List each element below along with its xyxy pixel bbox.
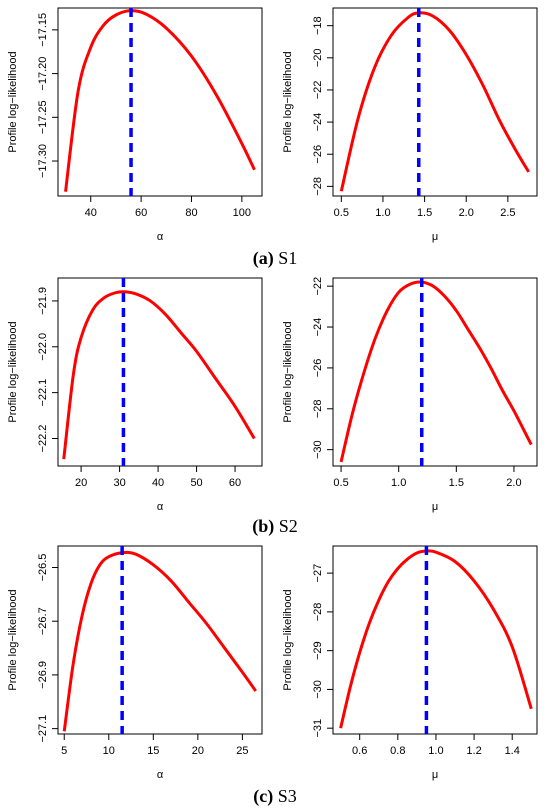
chart-s2-alpha: 20 30 40 50 60 −21.9 −22.0 −22.1 −22.2 α Profile l… bbox=[7, 277, 263, 513]
y-tick-label: −27 bbox=[312, 564, 324, 583]
x-tick-label: 20 bbox=[192, 745, 204, 757]
y-tick-label: −26 bbox=[312, 145, 324, 164]
plot-frame bbox=[57, 545, 263, 735]
caption-c: (c) S3 bbox=[0, 786, 550, 807]
y-tick-label: −20 bbox=[312, 48, 324, 67]
x-tick-label: 2.0 bbox=[459, 207, 474, 219]
y-tick-label: −30 bbox=[312, 680, 324, 699]
x-tick-label: 50 bbox=[190, 477, 202, 489]
y-tick-label: −17.25 bbox=[37, 100, 49, 134]
x-tick-label: 1.4 bbox=[505, 745, 520, 757]
x-tick-label: 2.0 bbox=[506, 477, 521, 489]
y-axis-label: Profile log−likelihood bbox=[282, 51, 294, 152]
y-axis-label: Profile log−likelihood bbox=[7, 589, 19, 690]
y-tick-label: −26.7 bbox=[37, 607, 49, 635]
y-tick-label: −22 bbox=[312, 81, 324, 100]
caption-a-text: S1 bbox=[273, 248, 298, 268]
y-axis-label: Profile log−likelihood bbox=[282, 321, 294, 422]
x-tick-label: 30 bbox=[113, 477, 125, 489]
y-axis-label: Profile log−likelihood bbox=[7, 321, 19, 422]
x-tick-label: 0.5 bbox=[334, 207, 349, 219]
caption-c-label: (c) bbox=[253, 786, 274, 806]
x-tick-label: 60 bbox=[229, 477, 241, 489]
y-tick-label: −28 bbox=[312, 399, 324, 418]
y-tick-label: −22.0 bbox=[37, 333, 49, 361]
x-tick-label: 60 bbox=[135, 207, 147, 219]
y-tick-label: −22 bbox=[312, 277, 324, 296]
x-tick-label: 0.5 bbox=[333, 477, 348, 489]
x-tick-label: 40 bbox=[152, 477, 164, 489]
plot-frame bbox=[57, 277, 263, 467]
y-tick-label: −29 bbox=[312, 641, 324, 660]
y-tick-label: −24 bbox=[312, 318, 324, 337]
x-tick-label: 0.6 bbox=[352, 745, 367, 757]
y-tick-label: −22.1 bbox=[37, 379, 49, 407]
x-tick-label: 1.0 bbox=[428, 745, 443, 757]
x-axis-label: α bbox=[157, 501, 164, 513]
x-tick-label: 15 bbox=[147, 745, 159, 757]
y-tick-label: −26.5 bbox=[37, 554, 49, 582]
caption-c-text: S3 bbox=[273, 786, 297, 806]
y-tick-label: −22.2 bbox=[37, 425, 49, 453]
x-axis-label: α bbox=[157, 769, 164, 781]
caption-b-label: (b) bbox=[252, 516, 275, 536]
x-tick-label: 2.5 bbox=[500, 207, 515, 219]
plot-frame bbox=[57, 7, 263, 197]
chart-s3-alpha: 5 10 15 20 25 −26.5 −26.7 −26.9 −27.1 α Profile lo… bbox=[7, 545, 263, 781]
x-axis-label: μ bbox=[432, 501, 438, 513]
chart-s3-mu: 0.6 0.8 1.0 1.2 1.4 −27 −28 −29 −30 −31 μ Profile l… bbox=[282, 545, 538, 781]
x-axis-label: μ bbox=[432, 769, 438, 781]
y-tick-label: −26 bbox=[312, 359, 324, 378]
x-tick-label: 25 bbox=[236, 745, 248, 757]
y-tick-label: −21.9 bbox=[37, 287, 49, 315]
y-tick-label: −17.30 bbox=[37, 144, 49, 178]
x-tick-label: 80 bbox=[185, 207, 197, 219]
caption-a-label: (a) bbox=[252, 248, 274, 268]
y-tick-label: −28 bbox=[312, 177, 324, 196]
y-tick-label: −31 bbox=[312, 719, 324, 738]
likelihood-curve bbox=[339, 280, 533, 463]
x-tick-label: 20 bbox=[75, 477, 87, 489]
y-tick-label: −27.1 bbox=[37, 715, 49, 743]
x-tick-label: 1.0 bbox=[375, 207, 390, 219]
y-tick-label: −17.20 bbox=[37, 57, 49, 91]
x-axis-label: α bbox=[157, 231, 164, 243]
plot-frame bbox=[332, 545, 538, 735]
likelihood-curve bbox=[62, 290, 256, 460]
likelihood-curve bbox=[62, 550, 257, 732]
x-tick-label: 1.0 bbox=[391, 477, 406, 489]
y-tick-label: −26.9 bbox=[37, 661, 49, 689]
x-tick-label: 0.8 bbox=[390, 745, 405, 757]
caption-b: (b) S2 bbox=[0, 516, 550, 537]
likelihood-curve bbox=[339, 549, 533, 729]
x-tick-label: 40 bbox=[85, 207, 97, 219]
x-tick-label: 100 bbox=[233, 207, 251, 219]
plot-frame bbox=[332, 277, 538, 467]
y-tick-label: −18 bbox=[312, 16, 324, 35]
x-tick-label: 1.2 bbox=[466, 745, 481, 757]
chart-s1-mu: 0.5 1.0 1.5 2.0 2.5 −18 −20 −22 −24 −26 −28 μ Profil… bbox=[282, 7, 538, 243]
y-axis-label: Profile log−likelihood bbox=[7, 51, 19, 152]
x-tick-label: 1.5 bbox=[449, 477, 464, 489]
x-tick-label: 10 bbox=[103, 745, 115, 757]
likelihood-curve bbox=[64, 9, 256, 192]
y-tick-label: −30 bbox=[312, 440, 324, 459]
caption-a: (a) S1 bbox=[0, 248, 550, 269]
x-tick-label: 1.5 bbox=[417, 207, 432, 219]
x-tick-label: 5 bbox=[61, 745, 67, 757]
y-tick-label: −28 bbox=[312, 603, 324, 622]
y-tick-label: −17.15 bbox=[37, 13, 49, 47]
chart-s2-mu: 0.5 1.0 1.5 2.0 −22 −24 −26 −28 −30 μ Profile log−… bbox=[282, 277, 538, 513]
likelihood-curve bbox=[339, 11, 530, 192]
x-axis-label: μ bbox=[432, 231, 438, 243]
chart-s1-alpha: 40 60 80 100 −17.15 −17.20 −17.25 −17.30 α Profil… bbox=[7, 7, 263, 243]
y-tick-label: −24 bbox=[312, 113, 324, 132]
y-axis-label: Profile log−likelihood bbox=[282, 589, 294, 690]
plot-frame bbox=[332, 7, 538, 197]
caption-b-text: S2 bbox=[274, 516, 298, 536]
